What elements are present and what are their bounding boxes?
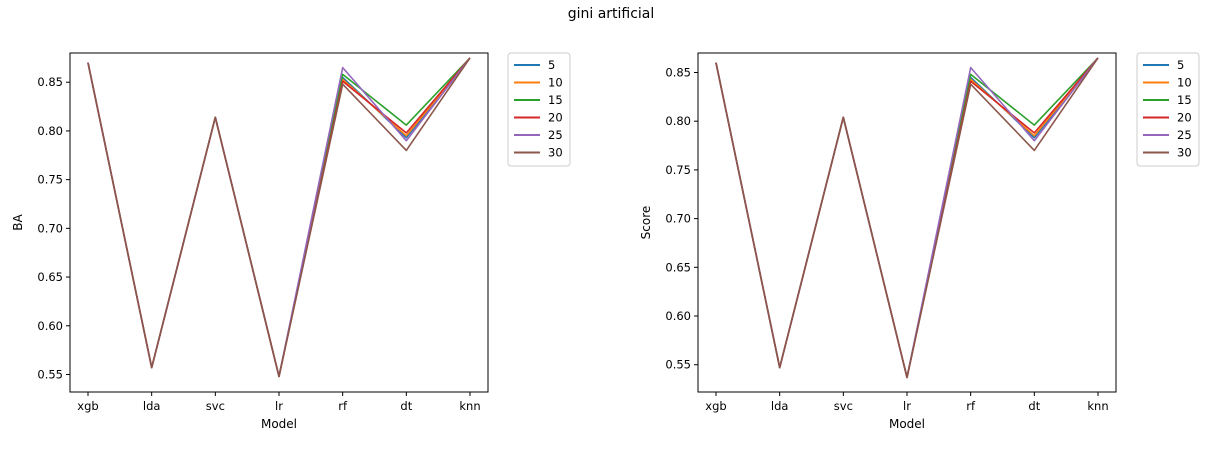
series-line-15 — [715, 57, 1099, 379]
series-line-30 — [715, 57, 1099, 379]
legend-entry: 15 — [1177, 93, 1192, 107]
x-tick-label: lr — [903, 399, 911, 413]
legend-entry: 20 — [1177, 111, 1192, 125]
x-tick-label: svc — [206, 399, 225, 413]
chart-1: 0.55 0.60 0.65 0.70 0.75 0.80 0.85 xgb lda svc lr r… — [11, 52, 571, 431]
y-tick-label: 0.60 — [665, 309, 691, 323]
x-tick-label: dt — [1028, 399, 1040, 413]
legend-entry: 10 — [548, 76, 563, 90]
y-tick-label: 0.55 — [37, 367, 63, 381]
legend-entry: 10 — [1177, 76, 1192, 90]
y-tick-label: 0.65 — [37, 270, 63, 284]
x-tick-label: lda — [143, 399, 161, 413]
legend-box — [1136, 52, 1200, 167]
legend-entry: 5 — [1177, 58, 1184, 72]
y-tick-label: 0.75 — [37, 173, 63, 187]
x-axis-label: Model — [889, 417, 925, 431]
x-tick-label: lda — [771, 399, 789, 413]
series-line-20 — [715, 57, 1099, 379]
legend-entry: 25 — [1177, 128, 1192, 142]
y-tick-label: 0.55 — [665, 358, 691, 372]
x-tick-label: lr — [275, 399, 283, 413]
series-line-20 — [87, 57, 471, 378]
x-tick-label: svc — [834, 399, 853, 413]
y-tick-label: 0.85 — [37, 75, 63, 89]
plot-frame — [697, 52, 1117, 393]
chart-2: 0.55 0.60 0.65 0.70 0.75 0.80 0.85 xgb lda svc lr r… — [639, 52, 1200, 431]
series-line-25 — [715, 57, 1099, 379]
x-tick-label: xgb — [705, 399, 726, 413]
y-tick-label: 0.70 — [37, 221, 63, 235]
series-line-10 — [87, 57, 471, 378]
series-line-10 — [715, 57, 1099, 379]
series-line-5 — [715, 57, 1099, 379]
y-axis-label: BA — [11, 213, 25, 230]
series-line-30 — [87, 57, 471, 378]
legend: 5 10 15 20 25 30 — [1136, 52, 1200, 167]
legend-entry: 30 — [548, 146, 563, 160]
y-tick-label: 0.60 — [37, 319, 63, 333]
y-axis-label: Score — [639, 206, 653, 240]
legend-entry: 5 — [548, 58, 555, 72]
x-axis-label: Model — [261, 417, 297, 431]
x-tick-label: xgb — [77, 399, 98, 413]
legend-entry: 15 — [548, 93, 563, 107]
y-tick-label: 0.65 — [665, 260, 691, 274]
x-tick-label: rf — [966, 399, 976, 413]
x-tick-label: knn — [1087, 399, 1108, 413]
legend-entry: 20 — [548, 111, 563, 125]
x-tick-label: rf — [338, 399, 348, 413]
legend: 5 10 15 20 25 30 — [507, 52, 571, 167]
series-line-25 — [87, 57, 471, 378]
y-tick-label: 0.75 — [665, 163, 691, 177]
legend-entry: 25 — [548, 128, 563, 142]
y-tick-label: 0.80 — [37, 124, 63, 138]
plot-frame — [69, 52, 489, 393]
legend-box — [507, 52, 571, 167]
series-line-15 — [87, 57, 471, 378]
x-tick-label: dt — [400, 399, 412, 413]
x-tick-label: knn — [459, 399, 480, 413]
legend-entry: 30 — [1177, 146, 1192, 160]
y-tick-label: 0.85 — [665, 65, 691, 79]
y-tick-label: 0.70 — [665, 212, 691, 226]
y-tick-label: 0.80 — [665, 114, 691, 128]
series-line-5 — [87, 57, 471, 378]
figure-title: gini artificial — [567, 6, 655, 22]
